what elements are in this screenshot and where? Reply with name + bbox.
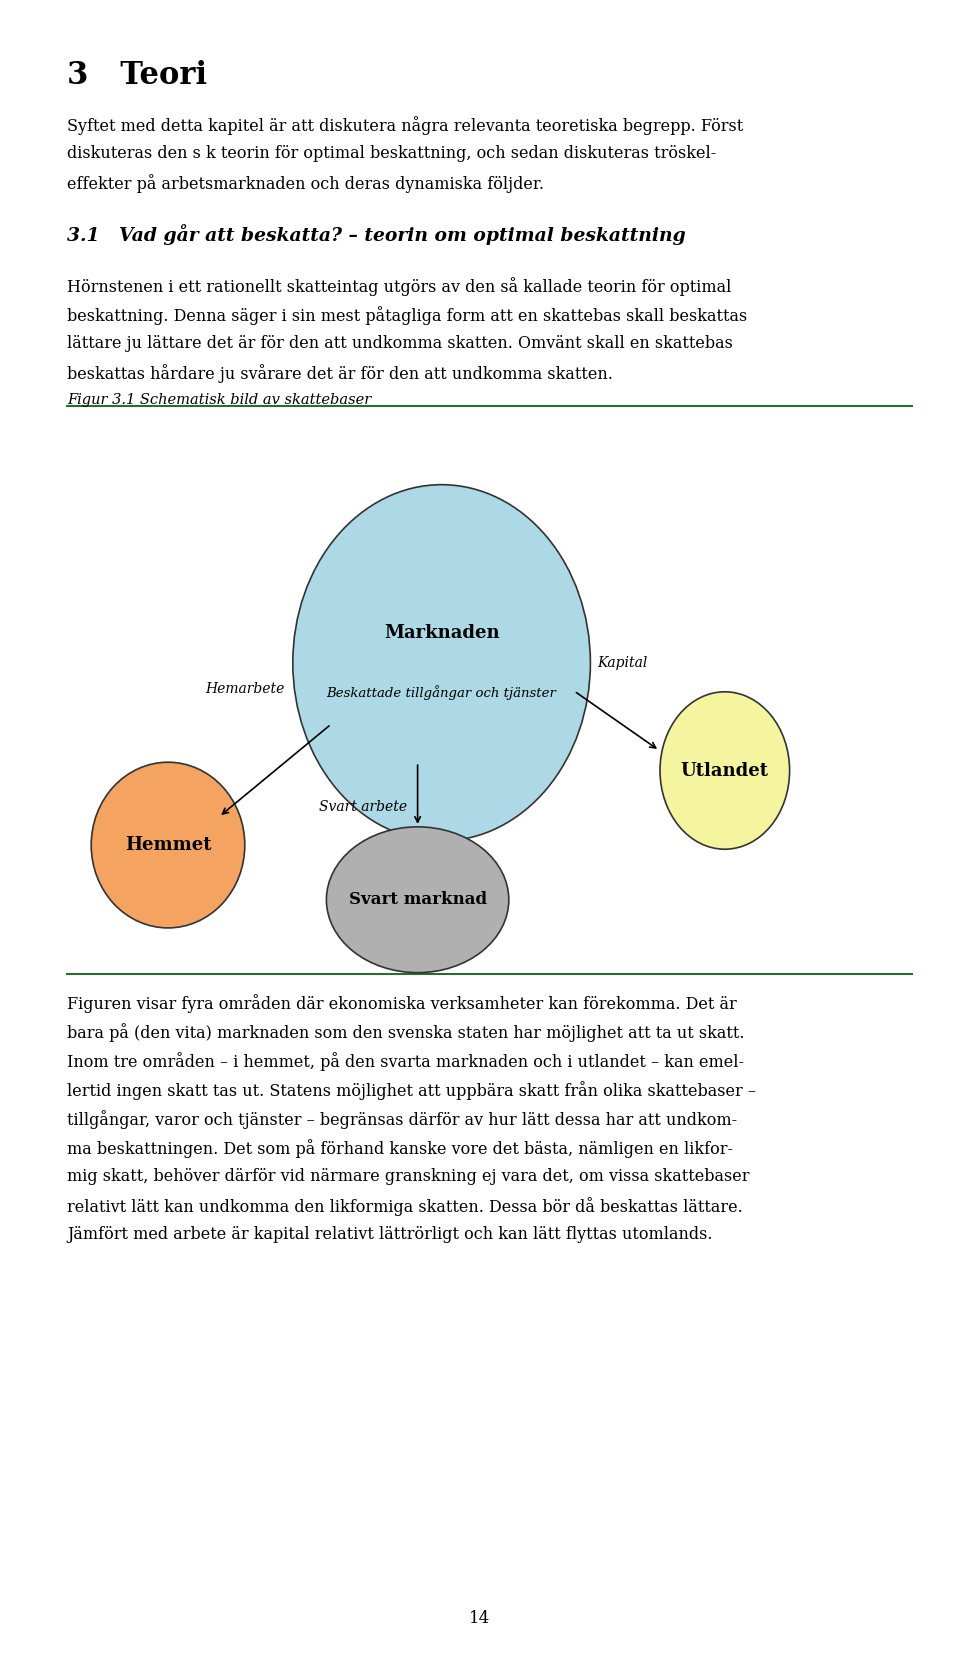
Ellipse shape	[293, 486, 590, 842]
Text: 3   Teori: 3 Teori	[67, 60, 207, 91]
Ellipse shape	[91, 762, 245, 928]
Text: tillgångar, varor och tjänster – begränsas därför av hur lätt dessa har att undk: tillgångar, varor och tjänster – begräns…	[67, 1110, 737, 1128]
Text: Hemmet: Hemmet	[125, 837, 211, 853]
Text: lertid ingen skatt tas ut. Statens möjlighet att uppbära skatt från olika skatte: lertid ingen skatt tas ut. Statens möjli…	[67, 1082, 756, 1100]
Text: Inom tre områden – i hemmet, på den svarta marknaden och i utlandet – kan emel-: Inom tre områden – i hemmet, på den svar…	[67, 1052, 744, 1070]
Text: Kapital: Kapital	[597, 656, 647, 669]
Text: 3.1   Vad går att beskatta? – teorin om optimal beskattning: 3.1 Vad går att beskatta? – teorin om op…	[67, 224, 686, 245]
Text: Figuren visar fyra områden där ekonomiska verksamheter kan förekomma. Det är: Figuren visar fyra områden där ekonomisk…	[67, 994, 737, 1012]
Text: Beskattade tillgångar och tjänster: Beskattade tillgångar och tjänster	[326, 686, 557, 699]
Text: Jämfört med arbete är kapital relativt lättrörligt och kan lätt flyttas utomland: Jämfört med arbete är kapital relativt l…	[67, 1226, 712, 1243]
Text: Utlandet: Utlandet	[681, 762, 769, 779]
Text: lättare ju lättare det är för den att undkomma skatten. Omvänt skall en skatteba: lättare ju lättare det är för den att un…	[67, 335, 733, 351]
Text: effekter på arbetsmarknaden och deras dynamiska följder.: effekter på arbetsmarknaden och deras dy…	[67, 174, 544, 192]
Text: Marknaden: Marknaden	[384, 625, 499, 641]
Text: Hörnstenen i ett rationellt skatteintag utgörs av den så kallade teorin för opti: Hörnstenen i ett rationellt skatteintag …	[67, 277, 732, 295]
Text: mig skatt, behöver därför vid närmare granskning ej vara det, om vissa skattebas: mig skatt, behöver därför vid närmare gr…	[67, 1168, 750, 1185]
Text: Syftet med detta kapitel är att diskutera några relevanta teoretiska begrepp. Fö: Syftet med detta kapitel är att diskuter…	[67, 116, 743, 134]
Text: Hemarbete: Hemarbete	[205, 683, 284, 696]
Text: Svart arbete: Svart arbete	[319, 800, 407, 814]
Text: ma beskattningen. Det som på förhand kanske vore det bästa, nämligen en likfor-: ma beskattningen. Det som på förhand kan…	[67, 1140, 733, 1158]
Text: Figur 3.1 Schematisk bild av skattebaser: Figur 3.1 Schematisk bild av skattebaser	[67, 393, 372, 406]
Ellipse shape	[326, 827, 509, 973]
Text: beskattning. Denna säger i sin mest påtagliga form att en skattebas skall beskat: beskattning. Denna säger i sin mest påta…	[67, 307, 748, 325]
Text: relativt lätt kan undkomma den likformiga skatten. Dessa bör då beskattas lättar: relativt lätt kan undkomma den likformig…	[67, 1198, 743, 1216]
Text: beskattas hårdare ju svårare det är för den att undkomma skatten.: beskattas hårdare ju svårare det är för …	[67, 365, 613, 383]
Text: diskuteras den s k teorin för optimal beskattning, och sedan diskuteras tröskel-: diskuteras den s k teorin för optimal be…	[67, 144, 716, 162]
Ellipse shape	[660, 693, 789, 850]
Text: Svart marknad: Svart marknad	[348, 891, 487, 908]
Text: bara på (den vita) marknaden som den svenska staten har möjlighet att ta ut skat: bara på (den vita) marknaden som den sve…	[67, 1024, 745, 1042]
Text: 14: 14	[469, 1611, 491, 1627]
